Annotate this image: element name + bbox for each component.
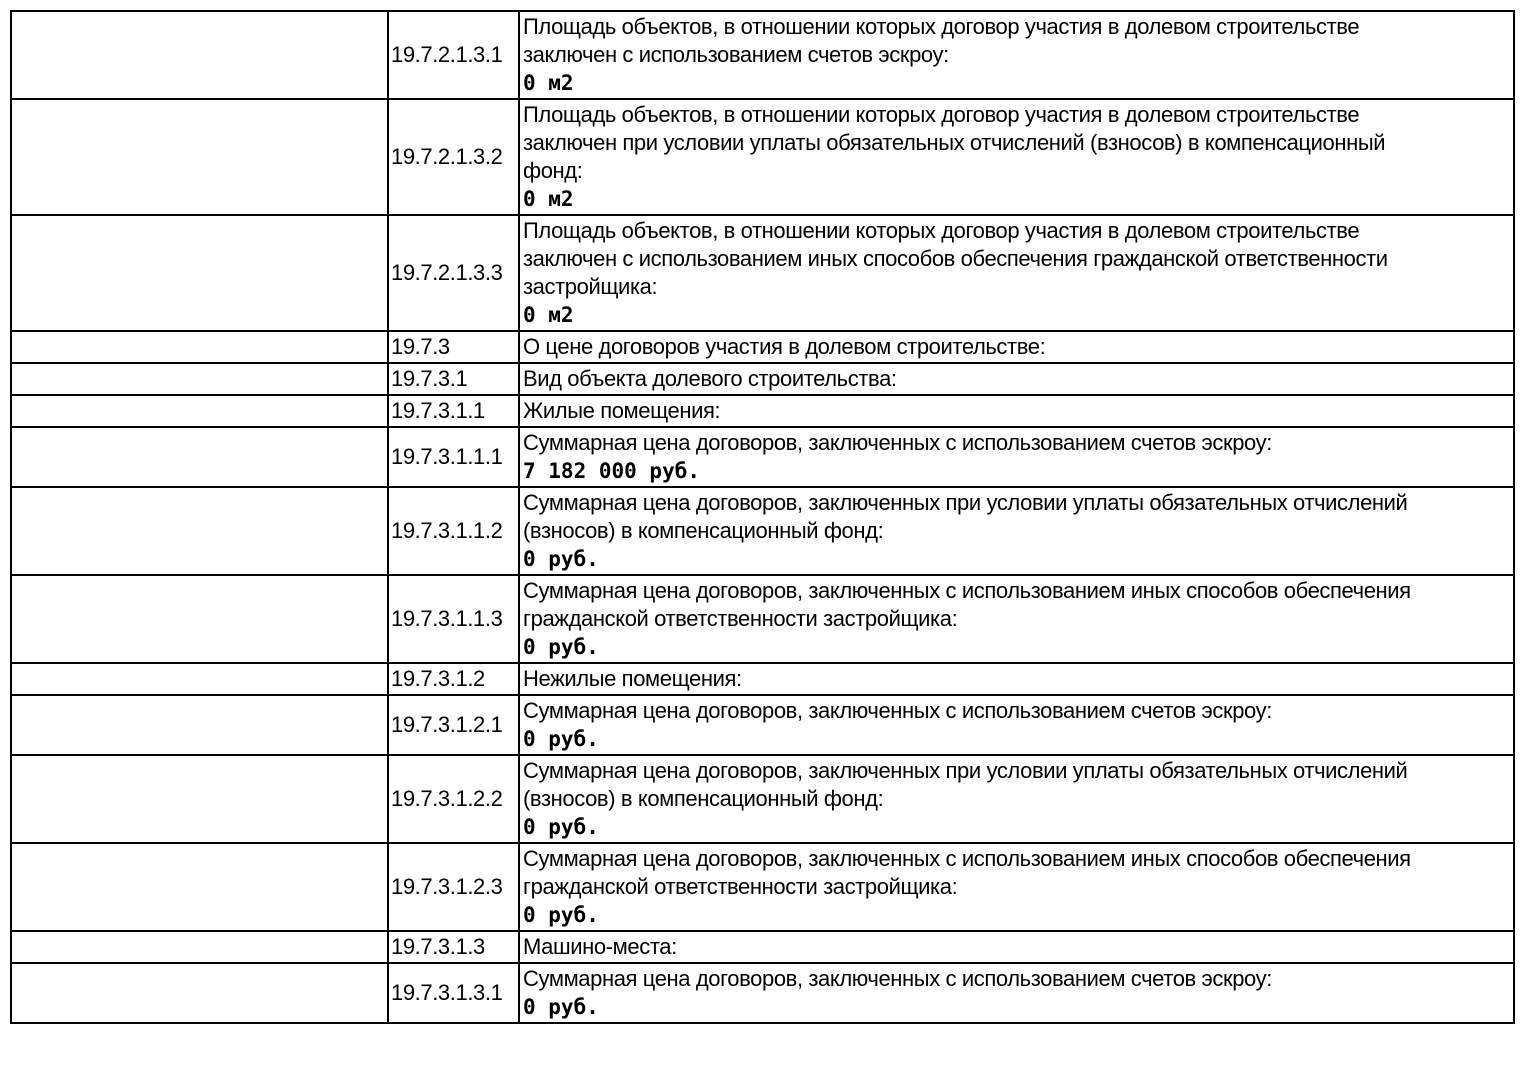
item-label: Нежилые помещения: xyxy=(523,666,742,691)
item-content-cell: Площадь объектов, в отношении которых до… xyxy=(518,10,1515,100)
section-cell-empty xyxy=(10,362,389,396)
item-label: Площадь объектов, в отношении которых до… xyxy=(523,102,1386,183)
item-label: Суммарная цена договоров, заключенных пр… xyxy=(523,490,1408,543)
table-row: 19.7.3.1.2 Нежилые помещения: xyxy=(10,662,1515,696)
section-cell-empty xyxy=(10,842,389,932)
item-value: 0 руб. xyxy=(523,903,599,927)
item-number: 19.7.3.1.2.2 xyxy=(387,754,520,844)
item-content-cell: Машино-места: xyxy=(518,930,1515,964)
item-label: Жилые помещения: xyxy=(523,398,721,423)
item-label: О цене договоров участия в долевом строи… xyxy=(523,334,1046,359)
table-row: 19.7.3.1.2.1 Суммарная цена договоров, з… xyxy=(10,694,1515,756)
item-number: 19.7.2.1.3.1 xyxy=(387,10,520,100)
item-content-cell: Суммарная цена договоров, заключенных с … xyxy=(518,962,1515,1024)
table-row: 19.7.3.1.1.1 Суммарная цена договоров, з… xyxy=(10,426,1515,488)
section-cell-empty xyxy=(10,754,389,844)
item-content-cell: Вид объекта долевого строительства: xyxy=(518,362,1515,396)
item-number: 19.7.2.1.3.3 xyxy=(387,214,520,332)
project-declaration-table: 19.7.2.1.3.1 Площадь объектов, в отношен… xyxy=(10,10,1515,1024)
item-label: Суммарная цена договоров, заключенных с … xyxy=(523,698,1272,723)
item-label: Вид объекта долевого строительства: xyxy=(523,366,897,391)
item-number: 19.7.3.1.3.1 xyxy=(387,962,520,1024)
item-value: 0 руб. xyxy=(523,547,599,571)
item-number: 19.7.3.1 xyxy=(387,362,520,396)
table-row: 19.7.3.1.3.1 Суммарная цена договоров, з… xyxy=(10,962,1515,1024)
table-row: 19.7.2.1.3.2 Площадь объектов, в отношен… xyxy=(10,98,1515,216)
item-number: 19.7.3 xyxy=(387,330,520,364)
item-value: 0 руб. xyxy=(523,635,599,659)
item-content-cell: Жилые помещения: xyxy=(518,394,1515,428)
item-label: Суммарная цена договоров, заключенных пр… xyxy=(523,758,1408,811)
table-row: 19.7.3.1 Вид объекта долевого строительс… xyxy=(10,362,1515,396)
item-value: 0 руб. xyxy=(523,727,599,751)
item-value: 7 182 000 руб. xyxy=(523,459,701,483)
table-row: 19.7.3 О цене договоров участия в долево… xyxy=(10,330,1515,364)
table-row: 19.7.3.1.3 Машино-места: xyxy=(10,930,1515,964)
item-label: Суммарная цена договоров, заключенных с … xyxy=(523,846,1411,899)
item-number: 19.7.3.1.1.1 xyxy=(387,426,520,488)
item-number: 19.7.3.1.2.1 xyxy=(387,694,520,756)
item-content-cell: Суммарная цена договоров, заключенных пр… xyxy=(518,754,1515,844)
item-label: Суммарная цена договоров, заключенных с … xyxy=(523,966,1272,991)
item-value: 0 м2 xyxy=(523,71,574,95)
table-row: 19.7.2.1.3.3 Площадь объектов, в отношен… xyxy=(10,214,1515,332)
section-cell-empty xyxy=(10,694,389,756)
item-content-cell: Суммарная цена договоров, заключенных с … xyxy=(518,426,1515,488)
section-cell-empty xyxy=(10,10,389,100)
item-label: Площадь объектов, в отношении которых до… xyxy=(523,218,1388,299)
item-number: 19.7.3.1.1.2 xyxy=(387,486,520,576)
section-cell-empty xyxy=(10,98,389,216)
table-body: 19.7.2.1.3.1 Площадь объектов, в отношен… xyxy=(10,10,1515,1024)
item-label: Машино-места: xyxy=(523,934,677,959)
section-cell-empty xyxy=(10,214,389,332)
item-content-cell: Суммарная цена договоров, заключенных пр… xyxy=(518,486,1515,576)
section-cell-empty xyxy=(10,486,389,576)
table-row: 19.7.3.1.2.2 Суммарная цена договоров, з… xyxy=(10,754,1515,844)
item-label: Площадь объектов, в отношении которых до… xyxy=(523,14,1360,67)
table-row: 19.7.3.1.1.3 Суммарная цена договоров, з… xyxy=(10,574,1515,664)
section-cell-empty xyxy=(10,574,389,664)
item-content-cell: Площадь объектов, в отношении которых до… xyxy=(518,98,1515,216)
section-cell-empty xyxy=(10,962,389,1024)
section-cell-empty xyxy=(10,330,389,364)
item-content-cell: Суммарная цена договоров, заключенных с … xyxy=(518,842,1515,932)
item-number: 19.7.3.1.2 xyxy=(387,662,520,696)
item-number: 19.7.3.1.3 xyxy=(387,930,520,964)
table-row: 19.7.2.1.3.1 Площадь объектов, в отношен… xyxy=(10,10,1515,100)
item-number: 19.7.2.1.3.2 xyxy=(387,98,520,216)
section-cell-empty xyxy=(10,930,389,964)
item-content-cell: Нежилые помещения: xyxy=(518,662,1515,696)
table-row: 19.7.3.1.1 Жилые помещения: xyxy=(10,394,1515,428)
item-content-cell: Суммарная цена договоров, заключенных с … xyxy=(518,694,1515,756)
item-content-cell: О цене договоров участия в долевом строи… xyxy=(518,330,1515,364)
item-content-cell: Площадь объектов, в отношении которых до… xyxy=(518,214,1515,332)
item-value: 0 м2 xyxy=(523,303,574,327)
item-number: 19.7.3.1.1 xyxy=(387,394,520,428)
item-value: 0 м2 xyxy=(523,187,574,211)
item-number: 19.7.3.1.2.3 xyxy=(387,842,520,932)
table-row: 19.7.3.1.2.3 Суммарная цена договоров, з… xyxy=(10,842,1515,932)
table-row: 19.7.3.1.1.2 Суммарная цена договоров, з… xyxy=(10,486,1515,576)
item-content-cell: Суммарная цена договоров, заключенных с … xyxy=(518,574,1515,664)
section-cell-empty xyxy=(10,662,389,696)
section-cell-empty xyxy=(10,426,389,488)
item-label: Суммарная цена договоров, заключенных с … xyxy=(523,578,1411,631)
section-cell-empty xyxy=(10,394,389,428)
item-label: Суммарная цена договоров, заключенных с … xyxy=(523,430,1272,455)
item-value: 0 руб. xyxy=(523,995,599,1019)
item-value: 0 руб. xyxy=(523,815,599,839)
item-number: 19.7.3.1.1.3 xyxy=(387,574,520,664)
